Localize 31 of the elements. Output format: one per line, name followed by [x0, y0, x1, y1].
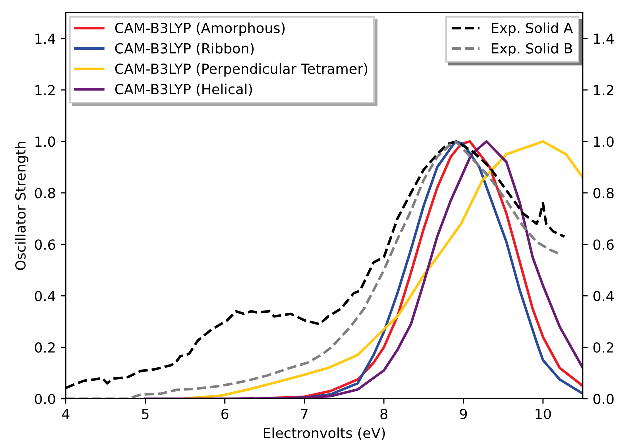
y2-tick-label: 1.2	[594, 85, 614, 96]
y-tick-label: 0.0	[35, 394, 56, 404]
legend-label: Exp. Solid B	[492, 43, 572, 57]
legend-label: Exp. Solid A	[492, 22, 574, 36]
x-tick-label: 5	[142, 409, 149, 420]
y-tick-label: 0.4	[35, 291, 56, 302]
y2-tick-label: 0.8	[594, 188, 614, 199]
x-tick-label: 7	[301, 409, 308, 420]
y2-tick-label: 0.0	[594, 394, 614, 404]
legend-label: CAM-B3LYP (Helical)	[115, 84, 252, 96]
legend-label: CAM-B3LYP (Ribbon)	[115, 43, 254, 56]
y-tick-label: 1.0	[36, 136, 56, 148]
x-tick-label: 8	[380, 408, 388, 420]
y2-tick-label: 1.4	[594, 34, 614, 44]
y-tick-label: 1.4	[36, 34, 56, 44]
y-axis-title: Oscillator Strength	[15, 142, 29, 270]
legend-label: CAM-B3LYP (Amorphous)	[115, 22, 285, 36]
x-tick-label: 4	[62, 409, 70, 420]
y-tick-label: 0.8	[35, 188, 56, 199]
y-tick-label: 1.2	[36, 85, 55, 96]
y2-tick-label: 0.6	[594, 240, 614, 250]
y2-tick-label: 0.2	[594, 342, 614, 354]
legend-label: CAM-B3LYP (Perpendicular Tetramer)	[115, 63, 368, 77]
x-axis-title: Electronvolts (eV)	[264, 428, 386, 440]
x-tick-label: 6	[222, 408, 229, 420]
x-tick-label: 10	[536, 408, 552, 420]
y2-tick-label: 0.4	[594, 291, 614, 302]
y-tick-label: 0.2	[35, 342, 55, 354]
x-tick-label: 9	[460, 408, 468, 420]
y2-tick-label: 1.0	[594, 136, 614, 148]
y-tick-label: 0.6	[35, 240, 56, 250]
